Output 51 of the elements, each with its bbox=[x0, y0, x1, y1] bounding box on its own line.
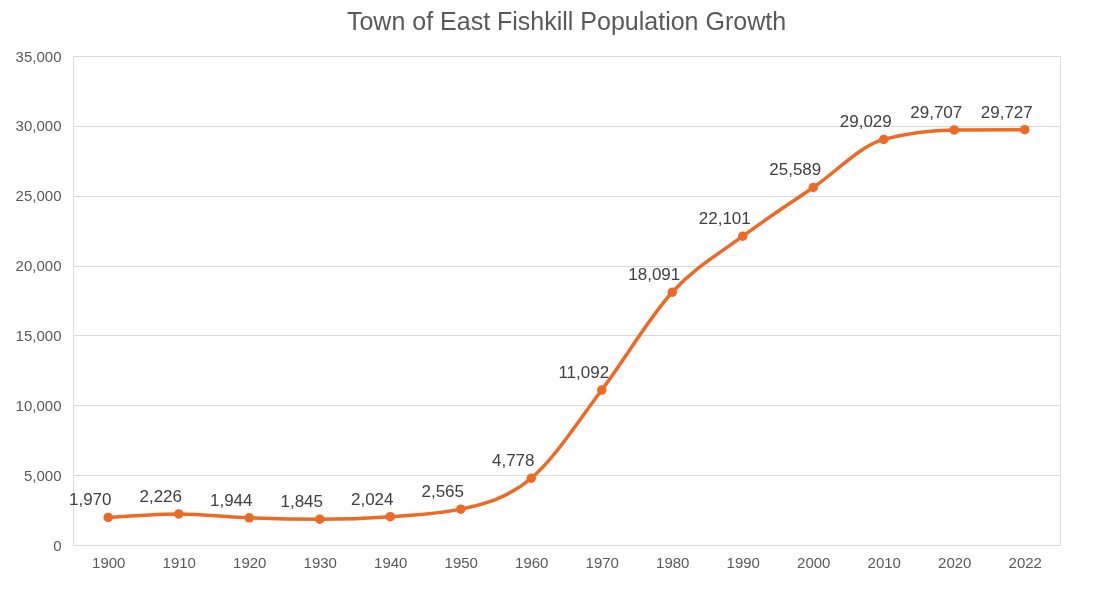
data-label: 29,707 bbox=[910, 102, 963, 122]
point bbox=[1020, 124, 1030, 135]
y-tick-label: 30,000 bbox=[15, 117, 62, 135]
x-tick-label: 2022 bbox=[1008, 553, 1042, 571]
point bbox=[949, 125, 959, 135]
data-label: 4,778 bbox=[491, 451, 535, 471]
data-label: 2,565 bbox=[421, 482, 465, 502]
data-label: 11,092 bbox=[558, 363, 610, 383]
data-label: 25,589 bbox=[769, 160, 822, 180]
point bbox=[738, 231, 748, 241]
x-tick-label: 1970 bbox=[585, 553, 619, 571]
data-label: 22,101 bbox=[698, 209, 751, 229]
y-tick-label: 15,000 bbox=[15, 326, 62, 344]
point bbox=[385, 511, 395, 522]
data-label: 1,845 bbox=[280, 492, 324, 512]
data-label: 2,024 bbox=[350, 489, 394, 509]
x-tick-label: 1950 bbox=[444, 553, 478, 571]
y-tick-label: 25,000 bbox=[15, 187, 62, 205]
point bbox=[103, 512, 113, 523]
x-tick-label: 2000 bbox=[797, 553, 831, 571]
y-tick-label: 35,000 bbox=[15, 47, 62, 65]
x-tick-label: 1930 bbox=[303, 553, 337, 571]
x-tick-label: 1910 bbox=[162, 553, 196, 571]
y-tick-label: 5,000 bbox=[23, 466, 62, 484]
point bbox=[808, 182, 818, 193]
point bbox=[174, 509, 184, 519]
x-tick-label: 1920 bbox=[233, 553, 267, 571]
x-tick-label: 1960 bbox=[515, 553, 549, 571]
x-tick-label: 2010 bbox=[867, 553, 901, 571]
data-label: 29,029 bbox=[839, 112, 892, 132]
x-tick-label: 1900 bbox=[92, 553, 126, 571]
x-tick-label: 2020 bbox=[938, 553, 972, 571]
point bbox=[315, 514, 325, 524]
data-label: 1,944 bbox=[209, 490, 253, 510]
data-label: 2,226 bbox=[139, 486, 183, 506]
x-tick-label: 1990 bbox=[726, 553, 760, 571]
point bbox=[526, 473, 536, 483]
x-tick-label: 1980 bbox=[656, 553, 690, 571]
data-label: 29,727 bbox=[980, 102, 1033, 122]
point bbox=[597, 385, 607, 395]
data-label: 1,970 bbox=[68, 490, 112, 510]
point bbox=[244, 513, 254, 523]
point bbox=[456, 504, 466, 514]
chart-title: Town of East Fishkill Population Growth bbox=[346, 7, 787, 35]
y-tick-label: 10,000 bbox=[15, 396, 62, 414]
y-tick-label: 20,000 bbox=[15, 257, 62, 275]
y-tick-label: 0 bbox=[53, 536, 62, 554]
data-label: 18,091 bbox=[628, 265, 681, 285]
point bbox=[879, 134, 889, 145]
point bbox=[667, 287, 677, 297]
x-tick-label: 1940 bbox=[374, 553, 408, 571]
